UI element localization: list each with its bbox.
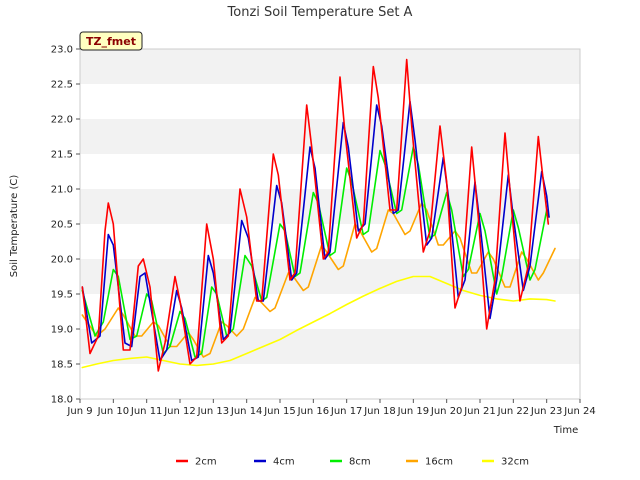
x-tick-label: Jun 20 [430, 406, 463, 417]
x-tick-label: Jun 11 [130, 406, 163, 417]
y-tick-label: 22.0 [51, 115, 73, 126]
x-tick-label: Jun 22 [497, 406, 530, 417]
grid-band [80, 84, 580, 119]
x-tick-label: Jun 21 [463, 406, 496, 417]
x-tick-label: Jun 24 [563, 406, 596, 417]
site-tag-label: TZ_fmet [86, 35, 136, 48]
legend-label-32cm: 32cm [501, 457, 529, 468]
site-tag: TZ_fmet [79, 31, 143, 51]
x-tick-label: Jun 18 [363, 406, 396, 417]
legend-label-16cm: 16cm [425, 457, 453, 468]
series-line-2cm [81, 58, 550, 372]
legend-label-4cm: 4cm [273, 457, 295, 468]
x-tick-label: Jun 10 [97, 406, 130, 417]
grid-band [80, 154, 580, 189]
legend-label-8cm: 8cm [349, 457, 371, 468]
grid-band [80, 49, 580, 84]
x-tick-label: Jun 23 [530, 406, 563, 417]
grid-band [80, 259, 580, 294]
x-tick-label: Jun 9 [66, 406, 92, 417]
x-tick-label: Jun 14 [230, 406, 263, 417]
y-tick-label: 21.5 [51, 150, 73, 161]
site-tag-box [79, 31, 143, 51]
y-tick-label: 22.5 [51, 80, 73, 91]
grid-band [80, 364, 580, 399]
y-tick-label: 21.0 [51, 185, 73, 196]
y-tick-label: 20.5 [51, 220, 73, 231]
y-axis: 18.0 18.5 19.0 19.5 20.0 20.5 21.0 21.5 22.0 22.5… [51, 45, 80, 406]
chart-title: Tonzi Soil Temperature Set A [227, 5, 413, 20]
legend: 2cm 4cm 8cm 16cm 32cm [176, 457, 529, 468]
y-tick-label: 20.0 [51, 255, 73, 266]
legend-label-2cm: 2cm [195, 457, 217, 468]
x-axis: Jun 9 Jun 10 Jun 11 Jun 12 Jun 13 Jun 14 Jun 1… [66, 399, 596, 417]
x-tick-label: Jun 15 [263, 406, 296, 417]
x-tick-label: Jun 13 [197, 406, 230, 417]
series-lines [81, 58, 556, 372]
grid-band [80, 119, 580, 154]
y-axis-title: Soil Temperature (C) [9, 175, 20, 278]
y-tick-label: 19.5 [51, 290, 73, 301]
y-tick-label: 23.0 [51, 45, 73, 56]
x-tick-label: Jun 12 [163, 406, 196, 417]
y-tick-label: 19.0 [51, 325, 73, 336]
x-axis-title: Time [553, 425, 578, 436]
y-tick-label: 18.5 [51, 360, 73, 371]
y-tick-label: 18.0 [51, 395, 73, 406]
grid-band [80, 294, 580, 329]
x-tick-label: Jun 17 [330, 406, 363, 417]
x-tick-label: Jun 19 [397, 406, 430, 417]
x-tick-label: Jun 16 [297, 406, 330, 417]
